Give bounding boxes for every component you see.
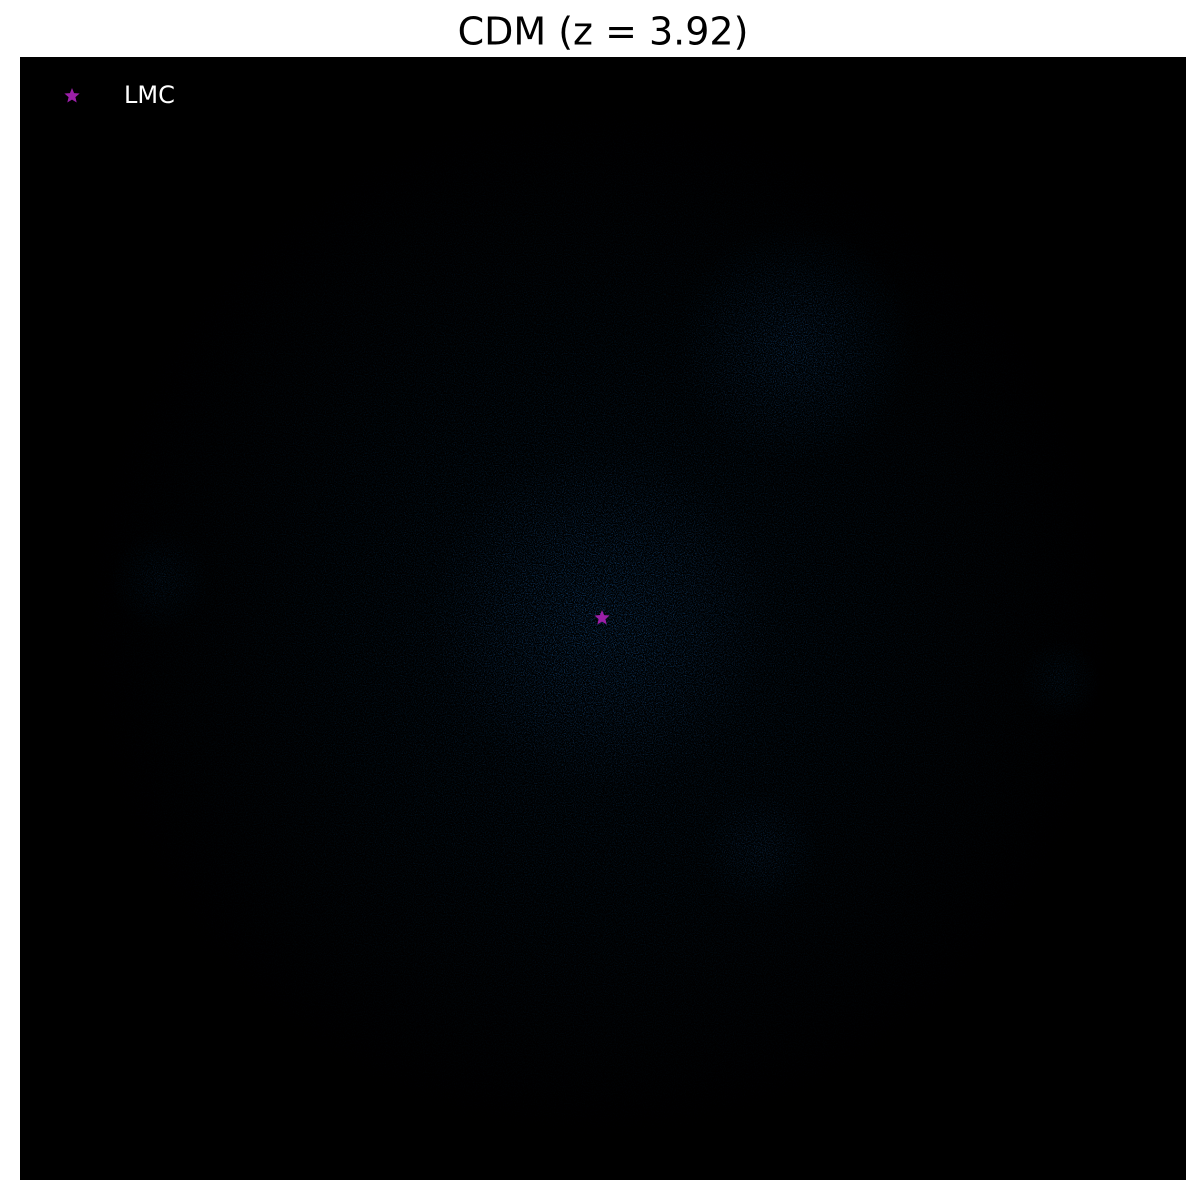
markers [594,610,610,625]
particle-density [110,530,210,630]
particle-density [675,225,915,465]
legend-label: LMC [124,81,175,109]
chart-title: CDM (z = 3.92) [458,10,749,54]
legend: LMC [64,81,175,109]
particle-density [1020,640,1100,720]
legend-marker [64,88,80,103]
particle-density [700,790,820,910]
lmc-marker [594,610,610,625]
